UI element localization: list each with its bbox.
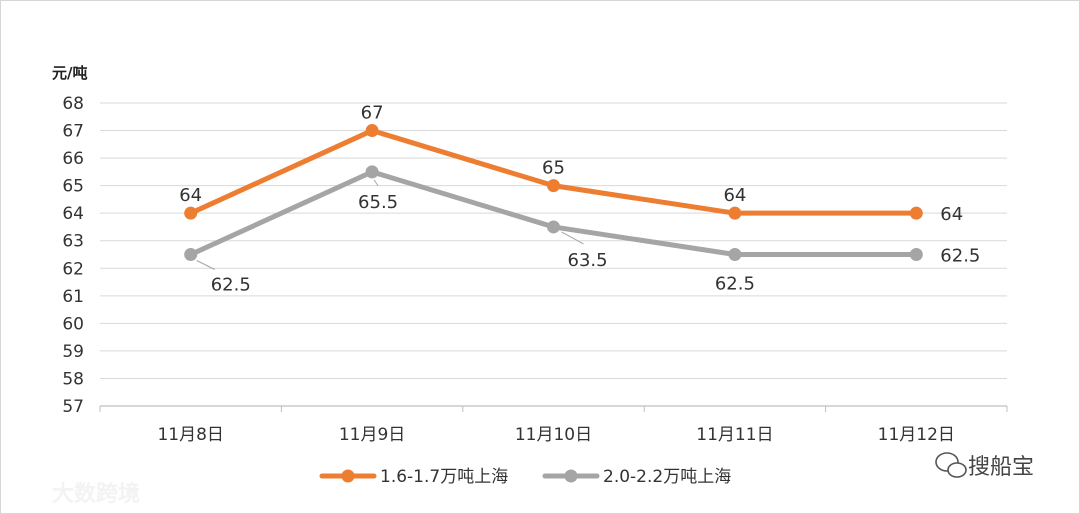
x-axis: 11月8日 11月9日 11月10日 11月11日 11月12日	[99, 405, 1008, 445]
x-tick-label: 11月8日	[157, 425, 223, 445]
y-tick-label: 64	[62, 204, 84, 224]
data-label: 62.5	[940, 246, 980, 267]
y-tick-label: 59	[62, 342, 84, 362]
series-group	[184, 124, 923, 261]
y-tick-label: 65	[62, 177, 84, 197]
data-labels: 64 67 65 64 64 62.5 65.5 63.5 62.5 62.5	[179, 103, 980, 296]
data-point	[728, 248, 742, 261]
data-point	[547, 179, 560, 193]
data-label: 64	[940, 204, 963, 225]
data-label: 65.5	[358, 192, 398, 213]
y-tick-label: 67	[62, 122, 84, 142]
watermarks: 大数跨境 搜船宝	[52, 452, 1034, 507]
data-label: 64	[723, 185, 746, 206]
legend-swatch-marker	[341, 469, 355, 483]
watermark-left: 大数跨境	[52, 481, 140, 507]
legend-label: 1.6-1.7万吨上海	[380, 467, 508, 487]
data-point	[909, 206, 923, 220]
data-label: 67	[361, 103, 384, 124]
data-point	[728, 206, 742, 220]
data-point	[184, 248, 198, 261]
data-label: 65	[542, 158, 565, 179]
data-point	[909, 248, 923, 261]
y-tick-labels: 57 58 59 60 61 62 63 64 65 66 67 68	[62, 94, 84, 417]
y-tick-label: 62	[62, 259, 84, 279]
y-tick-label: 58	[62, 369, 84, 389]
x-tick-label: 11月9日	[339, 425, 405, 445]
x-tick-label: 11月11日	[696, 425, 773, 445]
gridlines	[100, 102, 1007, 379]
data-point	[365, 165, 379, 179]
y-tick-label: 57	[62, 397, 84, 417]
legend-label: 2.0-2.2万吨上海	[603, 467, 731, 487]
y-tick-label: 60	[62, 314, 84, 334]
y-tick-label: 68	[62, 94, 84, 114]
data-point	[547, 220, 560, 234]
wechat-icon	[935, 452, 967, 478]
leader-line	[561, 231, 584, 245]
data-point	[365, 124, 379, 138]
x-tick-label: 11月12日	[878, 425, 955, 445]
data-label: 62.5	[211, 275, 251, 296]
data-label: 64	[179, 185, 202, 206]
y-tick-label: 66	[62, 149, 84, 169]
y-axis-label: 元/吨	[52, 64, 87, 82]
y-tick-label: 63	[62, 232, 84, 252]
data-label: 63.5	[568, 250, 608, 271]
x-tick-label: 11月10日	[515, 425, 592, 445]
data-point	[184, 206, 198, 220]
y-tick-label: 61	[62, 287, 84, 307]
leader-line	[373, 179, 379, 187]
legend: 1.6-1.7万吨上海 2.0-2.2万吨上海	[319, 467, 731, 487]
leader-line	[196, 260, 215, 270]
watermark-right: 搜船宝	[968, 455, 1034, 480]
data-label: 62.5	[715, 274, 755, 295]
legend-swatch-marker	[564, 469, 578, 483]
